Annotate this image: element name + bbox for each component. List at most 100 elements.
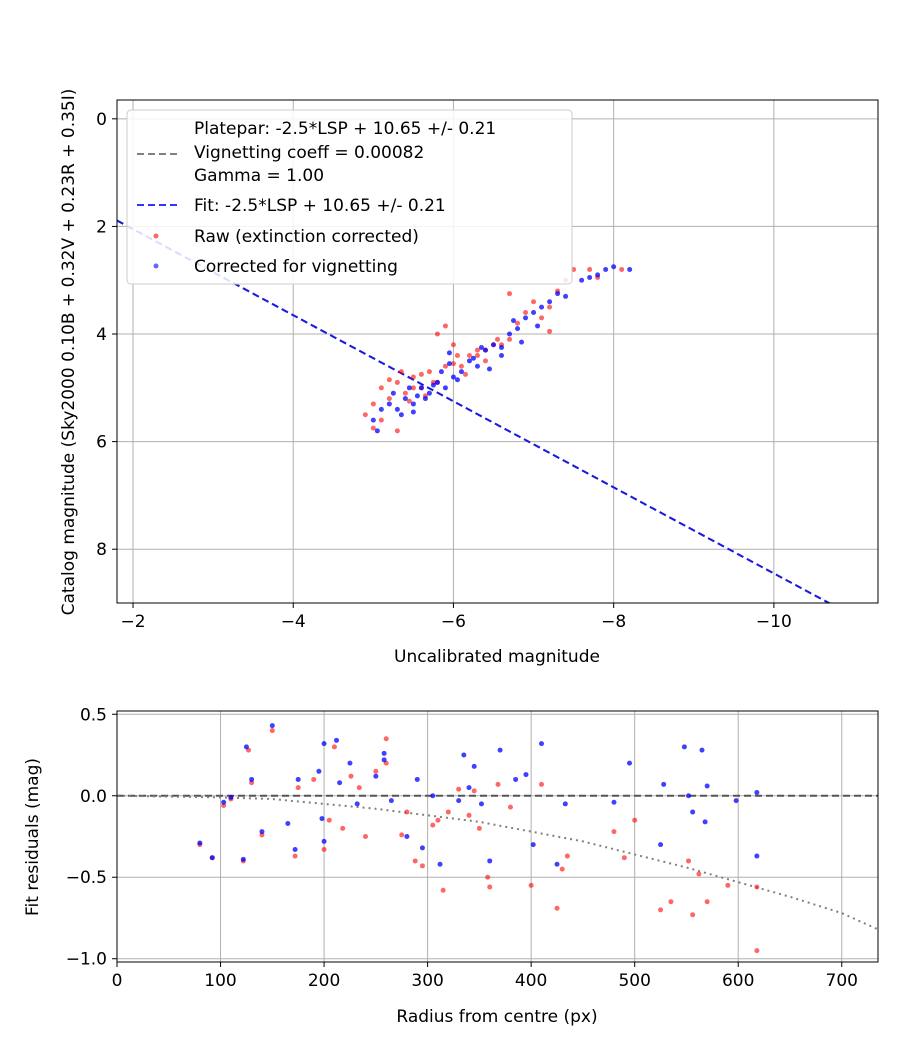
calibration-raw-point — [378, 385, 384, 391]
residuals-corrected-point — [539, 741, 545, 747]
residuals-corrected-point — [197, 840, 203, 846]
residuals-corrected-point — [354, 801, 360, 807]
residuals-raw-point — [696, 871, 702, 877]
legend-raw-marker — [153, 233, 159, 239]
calibration-raw-point — [394, 428, 400, 434]
calibration-corrected-point — [563, 293, 569, 299]
calibration-corrected-point — [402, 396, 408, 402]
residuals-raw-point — [495, 781, 501, 787]
calibration-raw-point — [458, 363, 464, 369]
legend-platepar-label: Platepar: -2.5*LSP + 10.65 +/- 0.21 — [194, 119, 496, 139]
calibration-x-tick-label: −10 — [756, 612, 792, 632]
calibration-raw-point — [426, 369, 432, 375]
residuals-raw-point — [430, 822, 436, 828]
residuals-raw-point — [292, 853, 298, 859]
residuals-x-tick-label: 0 — [112, 971, 123, 991]
residuals-raw-point — [466, 812, 472, 818]
calibration-corrected-point — [386, 401, 392, 407]
calibration-corrected-point — [434, 379, 440, 385]
residuals-raw-point — [419, 863, 425, 869]
residuals-x-tick-label: 600 — [722, 971, 754, 991]
calibration-plot-points — [362, 264, 633, 434]
residuals-corrected-point — [702, 819, 708, 825]
residuals-raw-point — [754, 884, 760, 890]
residuals-corrected-point — [259, 829, 265, 835]
residuals-raw-point — [754, 948, 760, 954]
calibration-corrected-point — [390, 390, 396, 396]
calibration-corrected-point — [430, 382, 436, 388]
residuals-raw-point — [554, 905, 560, 911]
calibration-corrected-point — [523, 315, 529, 321]
calibration-raw-point — [394, 379, 400, 385]
residuals-corrected-point — [530, 842, 536, 848]
residuals-corrected-point — [381, 750, 387, 756]
residuals-x-tick-label: 200 — [308, 971, 340, 991]
residuals-corrected-point — [316, 768, 322, 774]
residuals-raw-point — [362, 834, 368, 839]
calibration-raw-point — [386, 396, 392, 402]
calibration-raw-point — [547, 304, 553, 310]
residuals-raw-point — [686, 858, 692, 864]
residuals-raw-point — [621, 855, 627, 861]
calibration-corrected-point — [539, 304, 545, 310]
residuals-corrected-point — [269, 723, 275, 729]
calibration-corrected-point — [450, 374, 456, 380]
calibration-corrected-point — [547, 299, 553, 305]
calibration-corrected-point — [603, 266, 609, 272]
calibration-raw-point — [442, 363, 448, 369]
calibration-raw-point — [507, 336, 513, 342]
residuals-corrected-point — [523, 772, 529, 778]
residuals-corrected-point — [690, 809, 696, 815]
calibration-raw-point — [619, 266, 625, 272]
residuals-corrected-point — [381, 757, 387, 763]
calibration-corrected-point — [418, 385, 424, 391]
calibration-raw-point — [495, 336, 500, 342]
residuals-corrected-point — [611, 799, 617, 805]
residuals-raw-point — [611, 829, 617, 835]
residuals-raw-point — [725, 882, 731, 888]
residuals-corrected-point — [487, 858, 493, 864]
residuals-corrected-point — [319, 816, 325, 822]
calibration-raw-point — [418, 371, 424, 377]
calibration-corrected-point — [579, 277, 585, 283]
residuals-corrected-point — [497, 747, 503, 753]
calibration-corrected-point — [507, 331, 513, 337]
calibration-corrected-point — [454, 377, 460, 383]
residuals-y-tick-label: −1.0 — [66, 950, 107, 970]
legend-vignetting-label: Vignetting coeff = 0.00082 — [194, 143, 424, 163]
calibration-corrected-point — [482, 347, 488, 353]
residuals-corrected-point — [456, 798, 462, 804]
calibration-plot-lines — [117, 219, 832, 603]
residuals-corrected-point — [661, 781, 667, 787]
calibration-corrected-point — [394, 406, 400, 412]
residuals-corrected-point — [321, 741, 327, 747]
legend-corrected-marker — [153, 263, 159, 269]
residuals-raw-point — [564, 853, 570, 859]
residuals-corrected-point — [478, 801, 484, 807]
residuals-corrected-point — [347, 760, 353, 766]
residuals-corrected-point — [681, 744, 687, 750]
legend-box — [126, 109, 573, 285]
calibration-y-tick-label: 0 — [96, 110, 107, 130]
residuals-raw-point — [507, 804, 513, 810]
residuals-corrected-point — [321, 838, 327, 844]
calibration-corrected-point — [378, 406, 384, 412]
residuals-corrected-point — [221, 799, 227, 805]
legend-raw-label: Raw (extinction corrected) — [194, 227, 419, 247]
calibration-corrected-point — [490, 342, 496, 348]
residuals-raw-point — [435, 817, 441, 823]
residuals-raw-point — [356, 785, 362, 791]
residuals-plot-points — [197, 723, 760, 954]
residuals-corrected-point — [243, 744, 249, 750]
calibration-raw-point — [474, 347, 480, 353]
residuals-x-axis-label: Radius from centre (px) — [396, 1007, 597, 1027]
residuals-corrected-point — [419, 845, 425, 851]
residuals-corrected-point — [562, 801, 568, 807]
calibration-raw-point — [482, 358, 488, 364]
residuals-x-tick-label: 300 — [411, 971, 443, 991]
calibration-corrected-point — [511, 318, 517, 324]
calibration-x-tick-label: −6 — [441, 612, 466, 632]
residuals-y-tick-label: −0.5 — [66, 868, 107, 888]
calibration-y-tick-label: 4 — [96, 325, 107, 345]
